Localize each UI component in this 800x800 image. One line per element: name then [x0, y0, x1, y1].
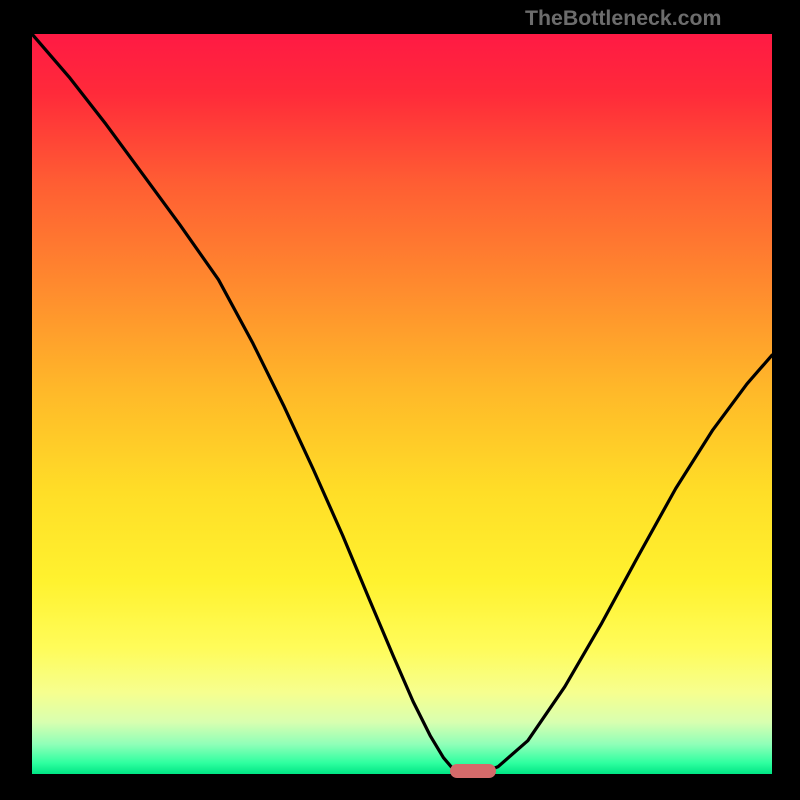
chart-root: TheBottleneck.com: [0, 0, 800, 800]
plot-area: [32, 34, 772, 774]
bottleneck-curve: [32, 34, 772, 774]
curve-layer: [32, 34, 772, 774]
optimal-marker: [450, 764, 496, 778]
watermark-text: TheBottleneck.com: [525, 6, 721, 31]
